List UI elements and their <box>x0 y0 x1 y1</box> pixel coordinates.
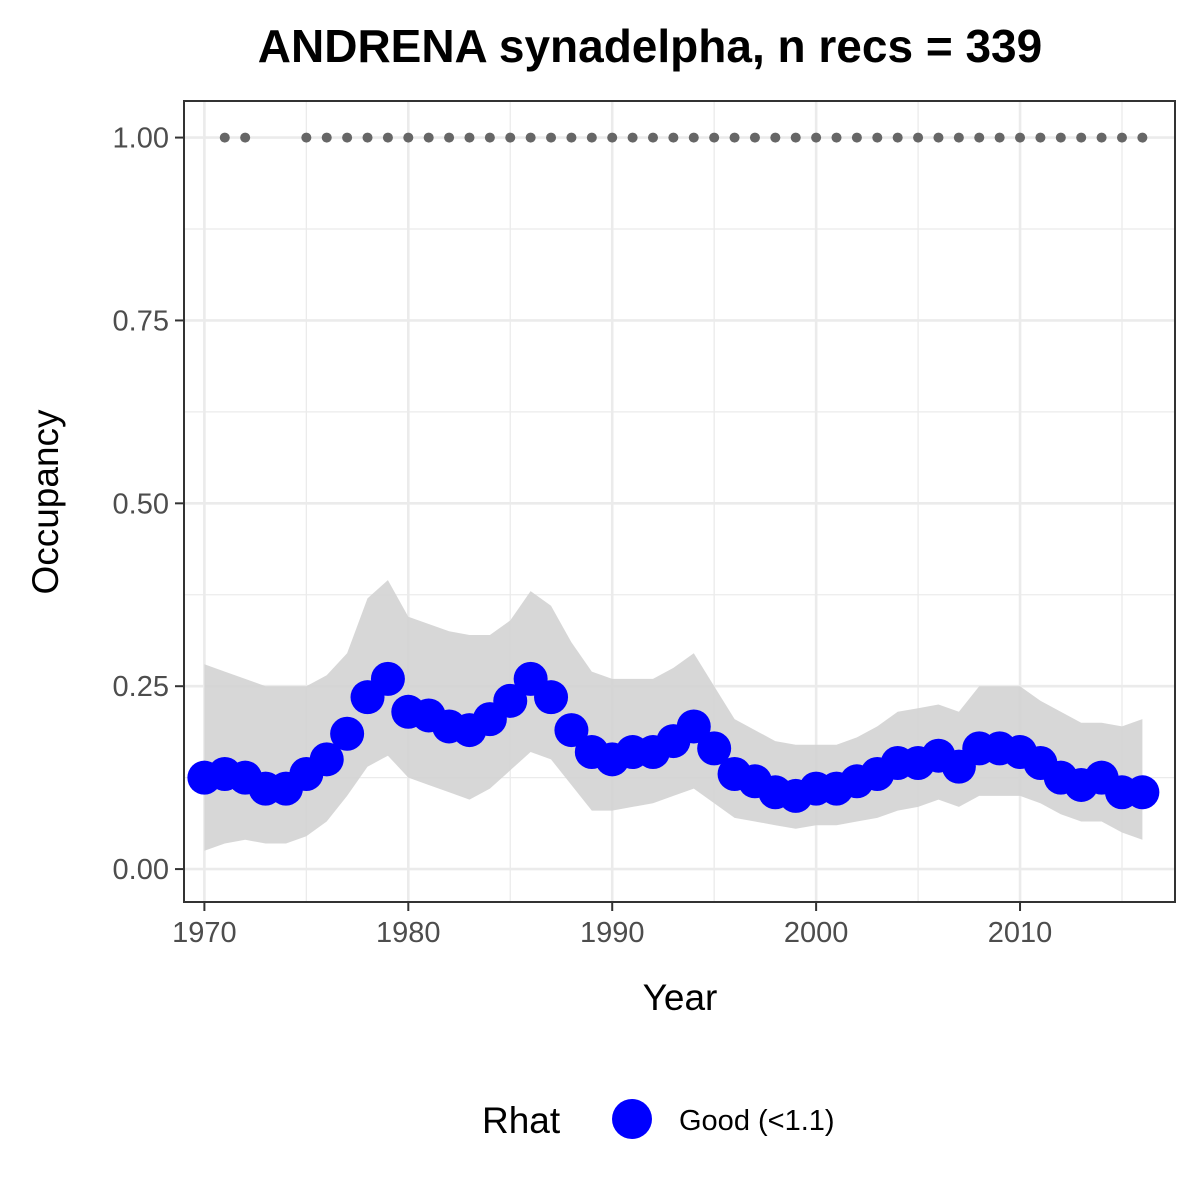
record-year-dot <box>811 132 822 143</box>
occupancy-point <box>330 716 365 751</box>
record-year-dot <box>525 132 536 143</box>
x-tick-label: 1990 <box>580 917 645 949</box>
record-year-dot <box>749 132 760 143</box>
occupancy-point <box>534 680 569 715</box>
record-year-dot <box>994 132 1005 143</box>
occupancy-point <box>309 742 344 777</box>
occupancy-point <box>697 731 732 766</box>
y-tick-label: 0.25 <box>113 671 169 703</box>
axes-layer: 1970 1980 1990 2000 2010 0.00 0.25 0.50 0.75 1.00 <box>113 123 1053 949</box>
record-year-dot <box>546 132 557 143</box>
occupancy-point <box>676 709 711 744</box>
grid-lines <box>184 101 1175 902</box>
credible-interval-ribbon <box>204 580 1143 851</box>
legend-title: Rhat <box>482 1100 561 1141</box>
y-tick-label: 0.50 <box>113 488 169 520</box>
record-year-dot <box>974 132 985 143</box>
record-year-dot <box>851 132 862 143</box>
x-tick-label: 1970 <box>172 917 237 949</box>
record-year-dot <box>382 132 393 143</box>
record-year-dot <box>423 132 434 143</box>
x-tick-label: 2010 <box>988 917 1053 949</box>
record-year-dot <box>933 132 944 143</box>
record-year-dot <box>1096 132 1107 143</box>
record-year-dot <box>321 132 332 143</box>
occupancy-point <box>554 713 589 748</box>
record-year-dot <box>913 132 924 143</box>
record-year-dot <box>709 132 720 143</box>
occupancy-point <box>1125 775 1160 810</box>
x-tick-label: 1980 <box>376 917 441 949</box>
record-year-dot <box>464 132 475 143</box>
y-axis-title: Occupancy <box>25 409 66 595</box>
record-year-dot <box>1116 132 1127 143</box>
record-year-dot <box>342 132 353 143</box>
occupancy-point <box>370 661 405 696</box>
credible-interval-layer <box>204 580 1143 851</box>
y-tick-label: 0.00 <box>113 854 169 886</box>
record-year-dot <box>790 132 801 143</box>
record-year-dot <box>668 132 679 143</box>
record-year-dot <box>1015 132 1026 143</box>
record-year-dot <box>953 132 964 143</box>
legend-key-good <box>612 1099 652 1139</box>
chart-title: ANDRENA synadelpha, n recs = 339 <box>258 20 1042 72</box>
record-year-dot <box>1137 132 1148 143</box>
record-year-dot <box>1035 132 1046 143</box>
record-year-dot <box>770 132 781 143</box>
record-year-dot <box>403 132 414 143</box>
record-year-dot <box>586 132 597 143</box>
record-year-dot <box>301 132 312 143</box>
record-year-dot <box>831 132 842 143</box>
record-year-dot <box>484 132 495 143</box>
legend-label-good: Good (<1.1) <box>679 1105 835 1137</box>
record-year-dot <box>566 132 577 143</box>
record-year-dot <box>219 132 230 143</box>
occupancy-points-layer <box>187 661 1160 813</box>
record-year-dot <box>1055 132 1066 143</box>
record-year-dot <box>362 132 373 143</box>
plot-border <box>183 100 1176 903</box>
record-year-dot <box>444 132 455 143</box>
record-year-dot <box>872 132 883 143</box>
record-year-dot <box>505 132 516 143</box>
record-years-layer <box>219 132 1148 143</box>
x-tick-label: 2000 <box>784 917 849 949</box>
record-year-dot <box>729 132 740 143</box>
record-year-dot <box>647 132 658 143</box>
record-year-dot <box>688 132 699 143</box>
occupancy-point <box>493 683 528 718</box>
x-axis-title: Year <box>643 977 718 1018</box>
y-tick-label: 0.75 <box>113 305 169 337</box>
record-year-dot <box>892 132 903 143</box>
record-year-dot <box>627 132 638 143</box>
legend: Rhat Good (<1.1) <box>482 1099 835 1141</box>
record-year-dot <box>240 132 251 143</box>
y-tick-label: 1.00 <box>113 123 169 155</box>
record-year-dot <box>607 132 618 143</box>
record-year-dot <box>1076 132 1087 143</box>
